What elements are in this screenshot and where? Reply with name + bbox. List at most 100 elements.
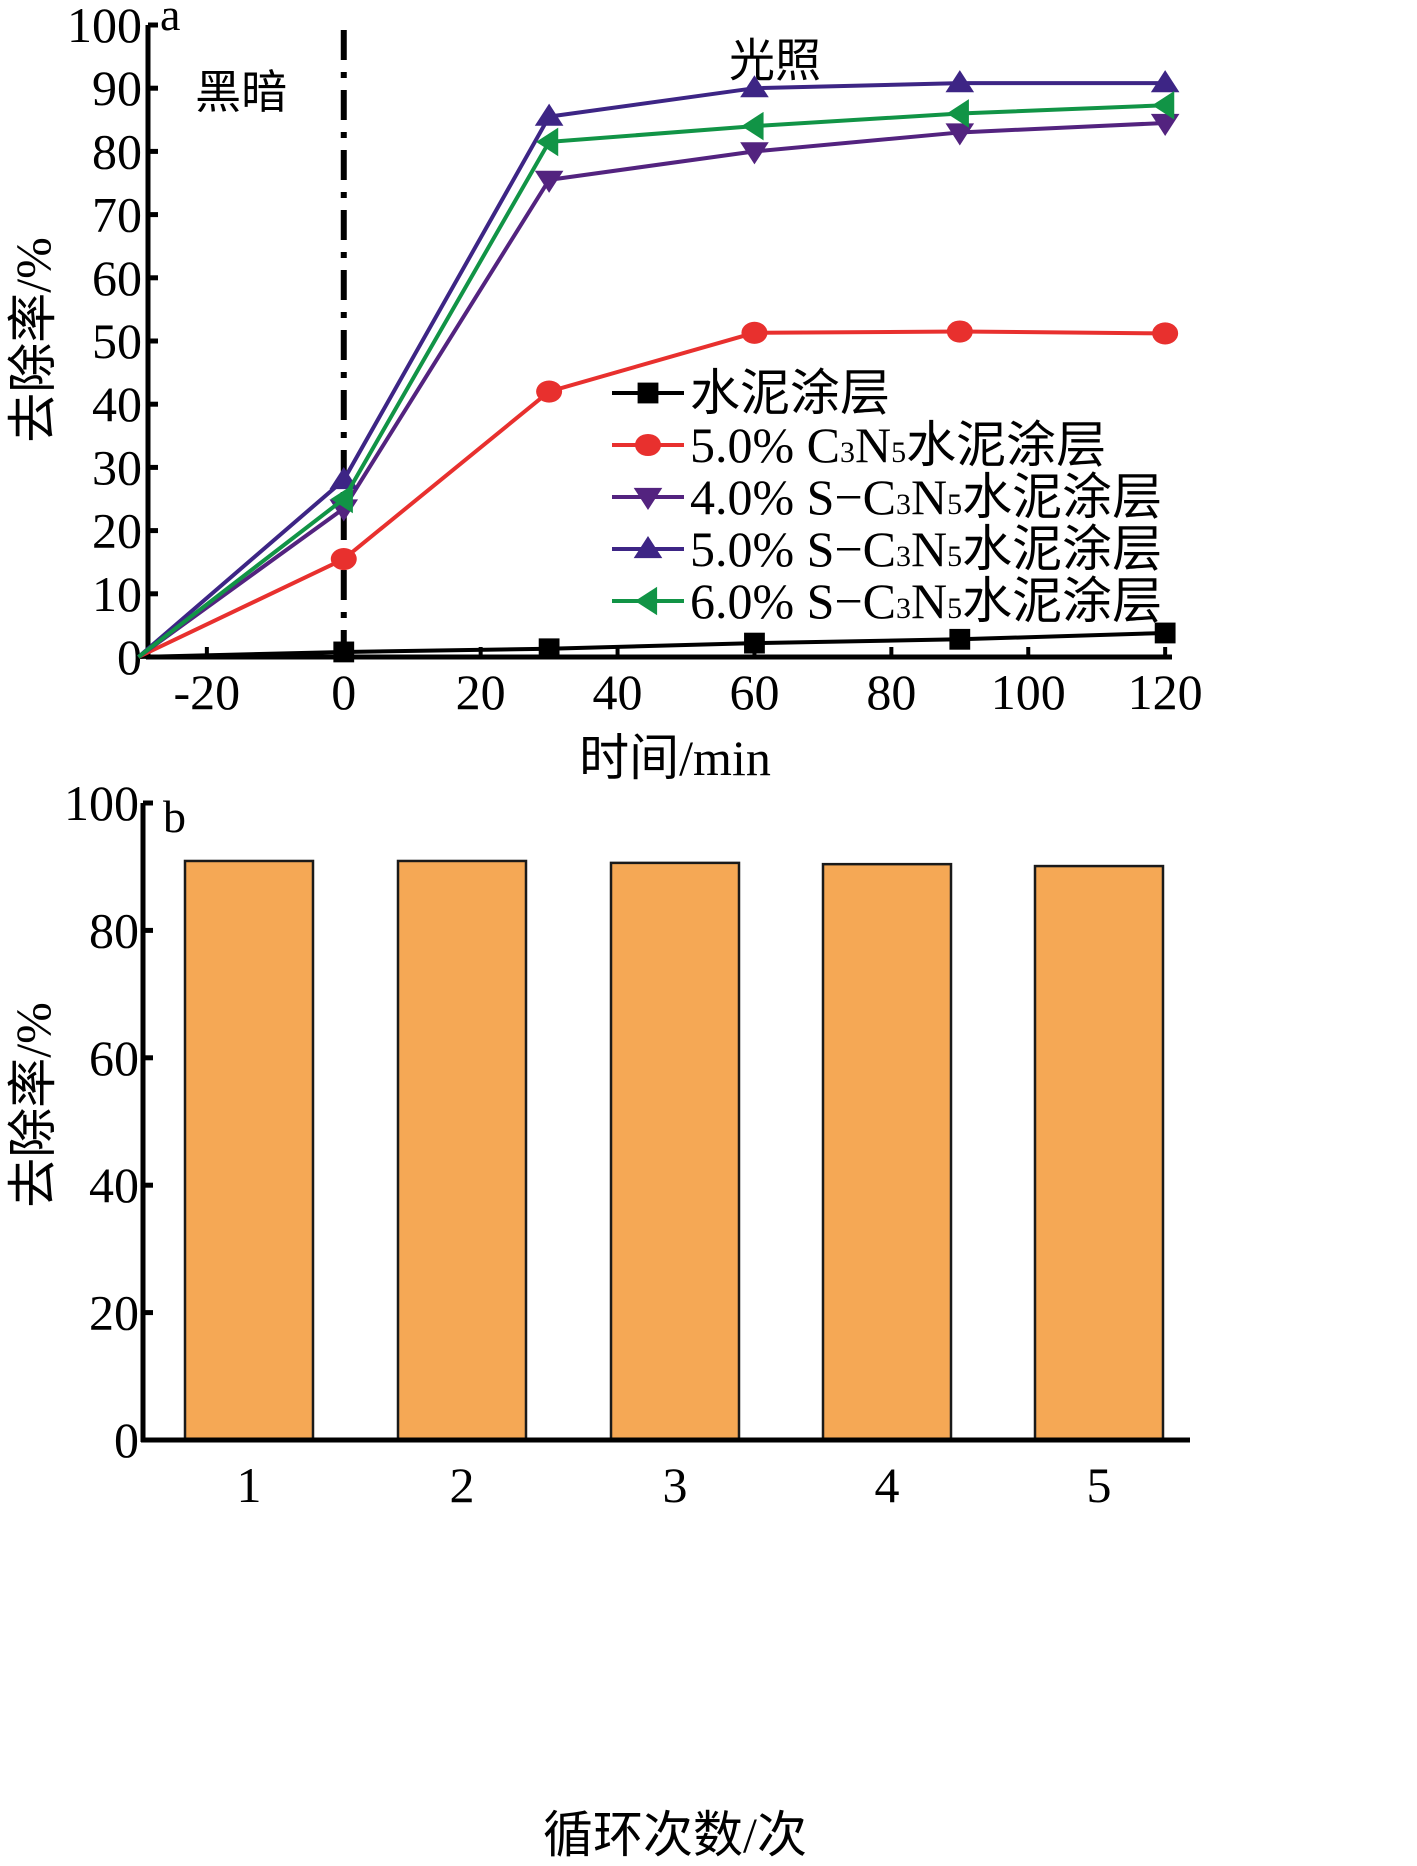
panel-b-bar-chart: b 0 20 40 60 80 100 1 2 3 4 5 循环次数/次 去除率/% [5, 775, 1190, 1863]
y-tick-label: 40 [89, 1157, 139, 1213]
y-tick-label: 0 [114, 1412, 139, 1468]
data-point [330, 484, 353, 514]
legend-suffix: 水泥涂层 [962, 573, 1162, 629]
legend-prefix: 4.0% S− [690, 469, 863, 525]
series-2 [137, 113, 1180, 659]
formula-subscript: 5 [947, 488, 962, 521]
data-point [741, 111, 764, 141]
bar-cycle-1 [183, 859, 315, 1442]
data-point [946, 99, 969, 128]
y-tick-label: 60 [92, 250, 142, 306]
x-tick-label: 1 [237, 1457, 262, 1513]
y-tick-label: 30 [92, 439, 142, 495]
x-tick-label: 40 [593, 664, 643, 720]
formula-subscript: 5 [891, 436, 906, 469]
x-tick-label: 100 [991, 664, 1066, 720]
data-point [1154, 622, 1176, 644]
series-0 [138, 622, 1176, 663]
panel-a-x-axis-title: 时间/min [579, 730, 771, 786]
formula-element: N [911, 469, 947, 525]
bar-cycle-3 [609, 861, 741, 1442]
formula-element: C [863, 469, 896, 525]
data-point [740, 142, 769, 165]
data-point [536, 380, 563, 403]
panel-a-label: a [160, 0, 180, 40]
data-point [949, 628, 971, 650]
bar-cycle-4 [821, 862, 953, 1442]
series-1 [137, 320, 1179, 659]
panel-b-y-axis-title: 去除率/% [5, 1002, 61, 1208]
formula-subscript: 5 [947, 540, 962, 573]
data-point [1152, 90, 1175, 120]
y-tick-label: 80 [89, 902, 139, 958]
series-line [138, 630, 1166, 659]
legend-suffix: 水泥涂层 [962, 469, 1162, 525]
x-tick-label: -20 [174, 664, 241, 720]
formula-subscript: 5 [947, 592, 962, 625]
y-tick-label: 40 [92, 376, 142, 432]
formula-element: C [863, 573, 896, 629]
x-tick-label: 0 [331, 664, 356, 720]
data-point [740, 75, 769, 98]
legend-label: 水泥涂层 [690, 365, 890, 421]
data-point [536, 127, 559, 157]
formula-element: C [807, 417, 840, 473]
series-line [137, 120, 1166, 659]
bar-cycle-5 [1033, 864, 1165, 1442]
data-point [1152, 322, 1179, 345]
series-3 [137, 70, 1180, 659]
data-point [538, 638, 560, 660]
legend-marker [635, 433, 661, 457]
y-tick-label: 10 [92, 566, 142, 622]
y-tick-label: 90 [92, 60, 142, 116]
data-point [333, 641, 355, 663]
legend-marker [633, 536, 663, 559]
panel-b-bars [183, 859, 1165, 1442]
x-tick-label: 3 [663, 1457, 688, 1513]
panel-b-axes [140, 803, 1190, 1443]
data-point [330, 547, 357, 571]
panel-a-y-axis-title: 去除率/% [5, 237, 61, 443]
legend-suffix: 水泥涂层 [690, 365, 890, 421]
x-tick-label: 60 [729, 664, 779, 720]
data-point [534, 170, 564, 193]
y-tick-label: 20 [92, 503, 142, 559]
formula-subscript: 3 [840, 436, 855, 469]
light-annotation: 光照 [729, 36, 821, 87]
legend-suffix: 水泥涂层 [906, 417, 1106, 473]
legend-marker [633, 487, 663, 510]
legend-prefix: 5.0% [690, 417, 807, 473]
y-tick-label: 100 [64, 775, 139, 831]
panel-b-label: b [163, 791, 186, 842]
panel-b-ticks: 0 20 40 60 80 100 1 2 3 4 5 [64, 775, 1112, 1513]
x-tick-label: 120 [1128, 664, 1203, 720]
legend-item: 5.0% S−C3N5水泥涂层 [612, 521, 1162, 577]
panel-a-line-chart: a 0 10 20 30 40 50 60 70 80 90 100 -20 0 20 40 60 80 100 1… [5, 0, 1203, 786]
legend-item: 4.0% S−C3N5水泥涂层 [612, 469, 1162, 525]
legend-label: 4.0% S−C3N5水泥涂层 [690, 469, 1162, 525]
formula-element: C [863, 521, 896, 577]
y-tick-label: 20 [89, 1285, 139, 1341]
legend-item: 5.0% C3N5水泥涂层 [612, 417, 1106, 473]
bar-cycle-2 [396, 859, 528, 1442]
x-tick-label: 5 [1087, 1457, 1112, 1513]
legend-marker [637, 382, 659, 404]
legend-marker [635, 586, 658, 616]
series-line [137, 81, 1166, 659]
legend-label: 6.0% S−C3N5水泥涂层 [690, 573, 1162, 629]
x-tick-label: 4 [875, 1457, 900, 1513]
legend-label: 5.0% S−C3N5水泥涂层 [690, 521, 1162, 577]
x-tick-label: 20 [456, 664, 506, 720]
formula-element: N [855, 417, 891, 473]
y-tick-label: 100 [67, 0, 142, 53]
data-point [946, 320, 973, 343]
data-point [1150, 70, 1180, 93]
data-point [1150, 113, 1180, 136]
series-line [137, 103, 1166, 659]
data-point [744, 632, 765, 654]
panel-a-series [137, 70, 1180, 663]
formula-element: N [911, 521, 947, 577]
data-point [534, 103, 564, 126]
